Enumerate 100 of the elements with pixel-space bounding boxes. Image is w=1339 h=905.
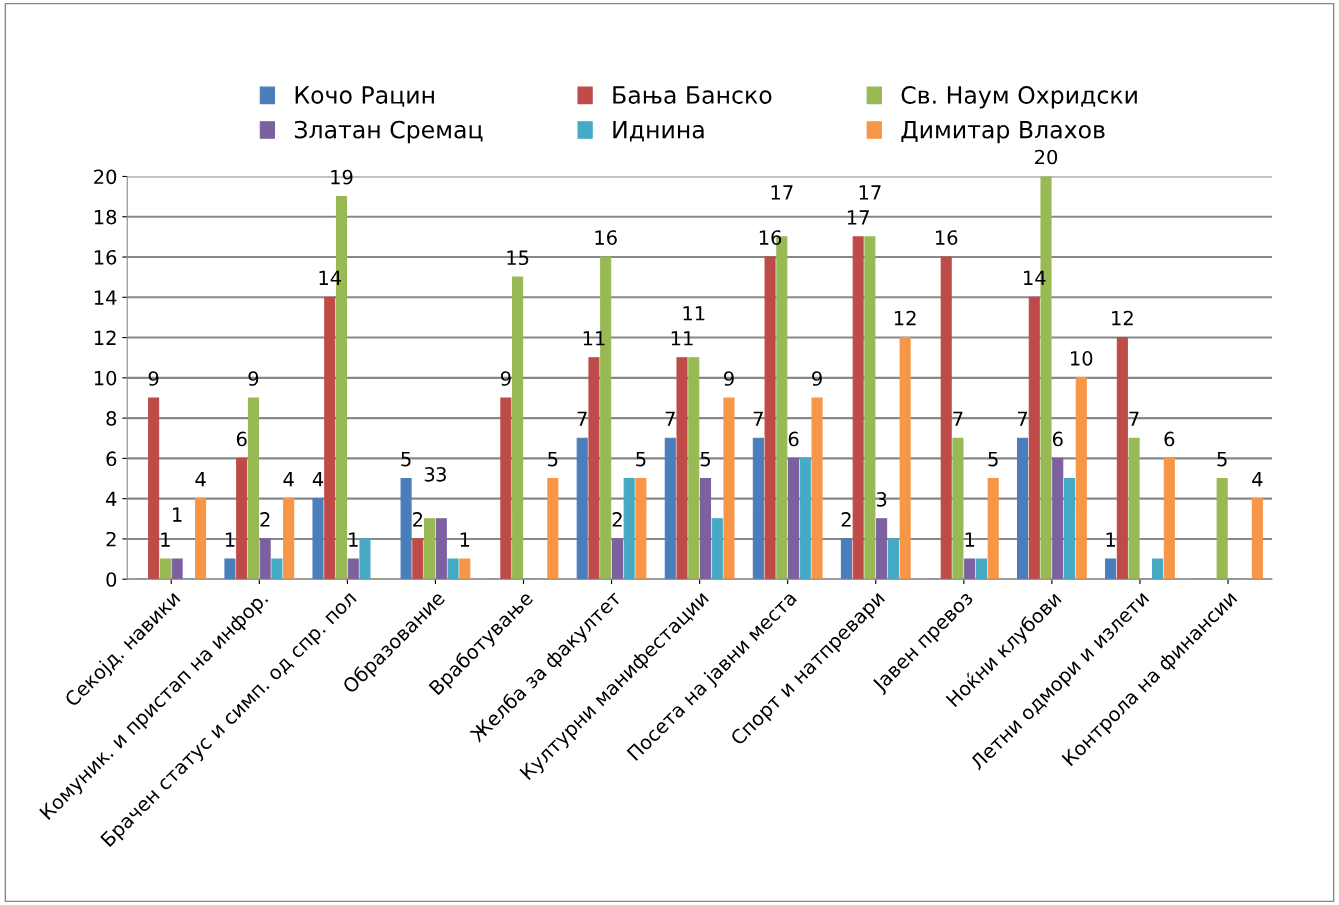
data-label: 4 bbox=[195, 472, 206, 487]
bar bbox=[764, 256, 776, 580]
bar bbox=[512, 276, 524, 580]
data-label: 17 bbox=[847, 210, 869, 225]
bar bbox=[723, 397, 735, 580]
bar bbox=[711, 518, 723, 580]
bar bbox=[1028, 296, 1040, 580]
data-label: 7 bbox=[1017, 411, 1028, 426]
bar bbox=[899, 337, 911, 580]
bar bbox=[752, 437, 764, 580]
bar bbox=[347, 558, 359, 580]
bar bbox=[359, 538, 371, 580]
bar bbox=[688, 357, 700, 580]
data-label: 9 bbox=[248, 371, 259, 386]
bar bbox=[224, 558, 236, 580]
bar bbox=[664, 437, 676, 580]
bar bbox=[1052, 457, 1064, 580]
data-label: 9 bbox=[500, 371, 511, 386]
bar bbox=[1251, 498, 1263, 580]
bar bbox=[547, 477, 559, 580]
bar bbox=[788, 457, 800, 580]
bar bbox=[247, 397, 259, 580]
data-label: 1 bbox=[173, 507, 182, 522]
y-tick-label: 10 bbox=[94, 370, 117, 386]
data-label: 7 bbox=[753, 411, 763, 426]
legend-label: Иднина bbox=[613, 121, 704, 142]
bar bbox=[1128, 437, 1140, 580]
bar bbox=[435, 518, 447, 580]
bar bbox=[588, 357, 600, 580]
data-label: 11 bbox=[671, 331, 693, 346]
bar bbox=[236, 457, 248, 580]
y-tick-label: 8 bbox=[106, 411, 117, 426]
bar bbox=[459, 558, 471, 580]
data-label: 5 bbox=[636, 451, 646, 467]
data-label: 5 bbox=[1217, 451, 1227, 467]
bar bbox=[699, 477, 712, 580]
bar bbox=[623, 477, 635, 580]
bar bbox=[799, 457, 811, 580]
data-label: 4 bbox=[283, 472, 294, 487]
data-label: 1 bbox=[349, 532, 358, 547]
bar bbox=[1105, 558, 1117, 580]
data-label: 1 bbox=[460, 532, 470, 547]
data-label: 7 bbox=[577, 411, 587, 426]
data-label: 1 bbox=[161, 532, 170, 547]
bar bbox=[864, 236, 876, 580]
bar bbox=[159, 558, 171, 580]
data-label: 3 bbox=[876, 491, 887, 507]
y-tick-label: 20 bbox=[94, 169, 117, 185]
bar bbox=[259, 538, 271, 580]
bar bbox=[171, 558, 183, 580]
y-tick-label: 0 bbox=[106, 572, 117, 587]
data-label: 7 bbox=[665, 411, 675, 426]
bar bbox=[987, 477, 999, 580]
bar bbox=[975, 558, 987, 580]
data-label: 16 bbox=[759, 230, 782, 245]
bar bbox=[195, 498, 207, 580]
data-label: 3 bbox=[424, 466, 435, 482]
data-label: 17 bbox=[859, 185, 881, 200]
bar bbox=[952, 437, 964, 580]
data-label: 6 bbox=[1164, 431, 1175, 447]
data-label: 4 bbox=[1252, 472, 1263, 487]
data-label: 1 bbox=[965, 532, 975, 547]
y-tick-label: 14 bbox=[94, 290, 117, 305]
data-label: 5 bbox=[548, 451, 558, 467]
bar bbox=[676, 357, 688, 580]
data-label: 3 bbox=[436, 466, 446, 482]
bar bbox=[940, 256, 952, 580]
bar bbox=[1152, 558, 1164, 580]
bar bbox=[964, 558, 976, 580]
y-tick-label: 18 bbox=[94, 209, 117, 225]
data-label: 12 bbox=[894, 310, 916, 326]
bar bbox=[324, 296, 336, 580]
data-label: 6 bbox=[236, 431, 247, 447]
data-label: 2 bbox=[260, 512, 270, 527]
data-label: 5 bbox=[401, 451, 411, 467]
bar bbox=[148, 397, 160, 580]
data-label: 1 bbox=[1106, 532, 1115, 547]
bar bbox=[1163, 457, 1175, 580]
y-tick-label: 12 bbox=[94, 330, 116, 345]
data-label: 20 bbox=[1035, 149, 1058, 165]
data-label: 2 bbox=[413, 512, 423, 527]
data-label: 6 bbox=[1052, 431, 1063, 447]
bar bbox=[424, 518, 436, 580]
legend-label: Димитар Влахов bbox=[901, 121, 1105, 144]
data-label: 11 bbox=[683, 306, 705, 321]
data-label: 19 bbox=[331, 169, 353, 185]
data-label: 5 bbox=[700, 451, 710, 467]
y-tick-label: 6 bbox=[106, 451, 117, 467]
legend-label: Златан Сремац bbox=[294, 120, 483, 144]
data-label: 6 bbox=[788, 431, 799, 447]
data-label: 12 bbox=[1112, 310, 1133, 326]
bar bbox=[1075, 377, 1087, 580]
bar bbox=[271, 558, 283, 580]
bar bbox=[400, 477, 412, 580]
bar bbox=[1216, 477, 1228, 580]
data-label: 7 bbox=[953, 411, 963, 426]
data-label: 2 bbox=[841, 512, 851, 527]
data-label: 17 bbox=[771, 185, 793, 200]
data-label: 16 bbox=[595, 230, 617, 245]
data-label: 7 bbox=[1129, 411, 1139, 426]
